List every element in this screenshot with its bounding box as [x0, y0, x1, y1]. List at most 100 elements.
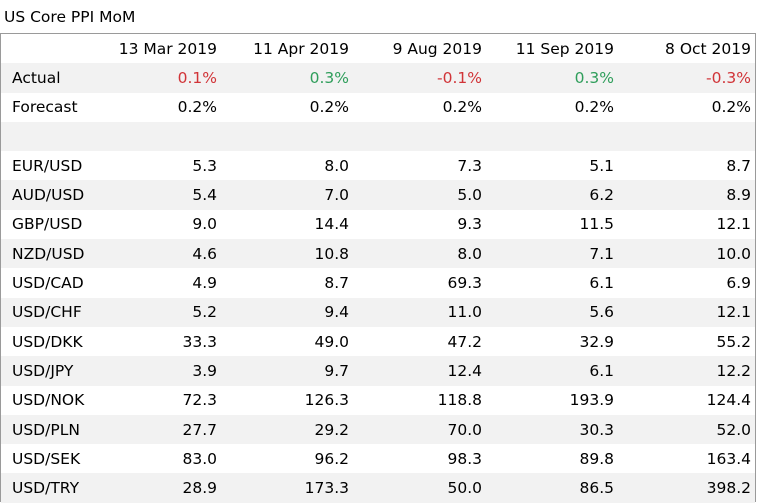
- pip-move-cell: 5.3: [192, 156, 217, 175]
- pip-move-cell: 9.0: [192, 215, 217, 234]
- actual-value: 0.3%: [221, 63, 353, 93]
- row-label: USD/CAD: [12, 274, 84, 293]
- column-header: 9 Aug 2019: [392, 39, 482, 58]
- table-row: GBP/USD 9.0 14.4 9.3 11.5 12.1: [1, 210, 755, 239]
- table-title: US Core PPI MoM: [4, 8, 136, 26]
- pip-move-cell: 30.3: [486, 414, 618, 445]
- forecast-row: Forecast 0.2% 0.2% 0.2% 0.2% 0.2%: [1, 93, 755, 122]
- column-header: 8 Oct 2019: [665, 39, 751, 58]
- pip-move-cell: 29.2: [221, 414, 353, 445]
- pip-move-cell: 52.0: [618, 414, 755, 445]
- row-label: Actual: [1, 63, 97, 93]
- pip-move-cell: 8.7: [726, 156, 751, 175]
- row-label: USD/PLN: [1, 414, 97, 445]
- table-row: AUD/USD 5.4 7.0 5.0 6.2 8.9: [1, 180, 755, 210]
- pip-move-cell: 7.0: [221, 180, 353, 210]
- pip-move-cell: 32.9: [579, 332, 614, 351]
- table-row: USD/PLN 27.7 29.2 70.0 30.3 52.0: [1, 414, 755, 445]
- pip-move-cell: 5.0: [353, 180, 486, 210]
- column-header: 11 Sep 2019: [515, 39, 614, 58]
- header-row: 13 Mar 2019 11 Apr 2019 9 Aug 2019 11 Se…: [1, 34, 755, 63]
- pip-move-cell: 10.0: [618, 239, 755, 269]
- pip-move-cell: 55.2: [716, 332, 751, 351]
- pip-move-cell: 98.3: [447, 449, 482, 468]
- pip-move-cell: 96.2: [314, 449, 349, 468]
- ppi-reaction-table: 13 Mar 2019 11 Apr 2019 9 Aug 2019 11 Se…: [1, 34, 755, 503]
- table-row: USD/NOK 72.3 126.3 118.8 193.9 124.4: [1, 386, 755, 415]
- pip-move-cell: 5.4: [97, 180, 221, 210]
- table-row: USD/DKK 33.3 49.0 47.2 32.9 55.2: [1, 327, 755, 356]
- pip-move-cell: 28.9: [97, 473, 221, 503]
- forecast-value: 0.2%: [442, 98, 482, 117]
- pip-move-cell: 193.9: [569, 391, 614, 410]
- pip-move-cell: 4.9: [192, 274, 217, 293]
- pip-move-cell: 6.1: [589, 274, 614, 293]
- table-row: NZD/USD 4.6 10.8 8.0 7.1 10.0: [1, 239, 755, 269]
- row-label: Forecast: [12, 98, 78, 117]
- row-label: USD/TRY: [1, 473, 97, 503]
- column-header: 11 Apr 2019: [253, 39, 349, 58]
- actual-value: 0.3%: [486, 63, 618, 93]
- row-label: NZD/USD: [1, 239, 97, 269]
- actual-row: Actual 0.1% 0.3% -0.1% 0.3% -0.3%: [1, 63, 755, 93]
- pip-move-cell: 8.0: [353, 239, 486, 269]
- pip-move-cell: 5.1: [589, 156, 614, 175]
- pip-move-cell: 8.9: [618, 180, 755, 210]
- pip-move-cell: 11.0: [353, 297, 486, 327]
- pip-move-cell: 4.6: [97, 239, 221, 269]
- pip-move-cell: 12.4: [353, 356, 486, 386]
- pip-move-cell: 173.3: [221, 473, 353, 503]
- actual-value: -0.1%: [353, 63, 486, 93]
- pip-move-cell: 33.3: [182, 332, 217, 351]
- pip-move-cell: 49.0: [314, 332, 349, 351]
- pip-move-cell: 86.5: [486, 473, 618, 503]
- pip-move-cell: 6.1: [486, 356, 618, 386]
- pip-move-cell: 7.3: [457, 156, 482, 175]
- table-row: USD/CAD 4.9 8.7 69.3 6.1 6.9: [1, 268, 755, 297]
- actual-value: 0.1%: [97, 63, 221, 93]
- column-header: 13 Mar 2019: [118, 39, 217, 58]
- table-row: USD/SEK 83.0 96.2 98.3 89.8 163.4: [1, 444, 755, 473]
- pip-move-cell: 9.3: [457, 215, 482, 234]
- spacer-row: [1, 121, 755, 152]
- row-label: USD/NOK: [12, 391, 85, 410]
- actual-value: -0.3%: [618, 63, 755, 93]
- header-corner: [1, 34, 97, 63]
- row-label: USD/CHF: [1, 297, 97, 327]
- forecast-value: 0.2%: [711, 98, 751, 117]
- table-row: EUR/USD 5.3 8.0 7.3 5.1 8.7: [1, 151, 755, 180]
- pip-move-cell: 47.2: [447, 332, 482, 351]
- pip-move-cell: 6.9: [726, 274, 751, 293]
- pip-move-cell: 89.8: [579, 449, 614, 468]
- row-label: USD/JPY: [1, 356, 97, 386]
- pip-move-cell: 8.7: [324, 274, 349, 293]
- pip-move-cell: 5.6: [486, 297, 618, 327]
- pip-move-cell: 69.3: [447, 274, 482, 293]
- pip-move-cell: 9.7: [221, 356, 353, 386]
- pip-move-cell: 9.4: [221, 297, 353, 327]
- table-row: USD/CHF 5.2 9.4 11.0 5.6 12.1: [1, 297, 755, 327]
- pip-move-cell: 118.8: [437, 391, 482, 410]
- pip-move-cell: 163.4: [706, 449, 751, 468]
- pip-move-cell: 72.3: [182, 391, 217, 410]
- pip-move-cell: 70.0: [353, 414, 486, 445]
- row-label: GBP/USD: [12, 215, 83, 234]
- pip-move-cell: 126.3: [304, 391, 349, 410]
- pip-move-cell: 12.2: [618, 356, 755, 386]
- forecast-value: 0.2%: [177, 98, 217, 117]
- pip-move-cell: 398.2: [618, 473, 755, 503]
- pip-move-cell: 124.4: [706, 391, 751, 410]
- pip-move-cell: 7.1: [486, 239, 618, 269]
- pip-move-cell: 14.4: [314, 215, 349, 234]
- pip-move-cell: 50.0: [353, 473, 486, 503]
- pip-move-cell: 27.7: [97, 414, 221, 445]
- pip-move-cell: 11.5: [579, 215, 614, 234]
- pip-move-cell: 12.1: [716, 215, 751, 234]
- pip-move-cell: 12.1: [618, 297, 755, 327]
- data-table-frame: 13 Mar 2019 11 Apr 2019 9 Aug 2019 11 Se…: [0, 33, 756, 503]
- pip-move-cell: 8.0: [324, 156, 349, 175]
- row-label: USD/SEK: [12, 449, 81, 468]
- table-row: USD/TRY 28.9 173.3 50.0 86.5 398.2: [1, 473, 755, 503]
- table-row: USD/JPY 3.9 9.7 12.4 6.1 12.2: [1, 356, 755, 386]
- row-label: EUR/USD: [12, 156, 83, 175]
